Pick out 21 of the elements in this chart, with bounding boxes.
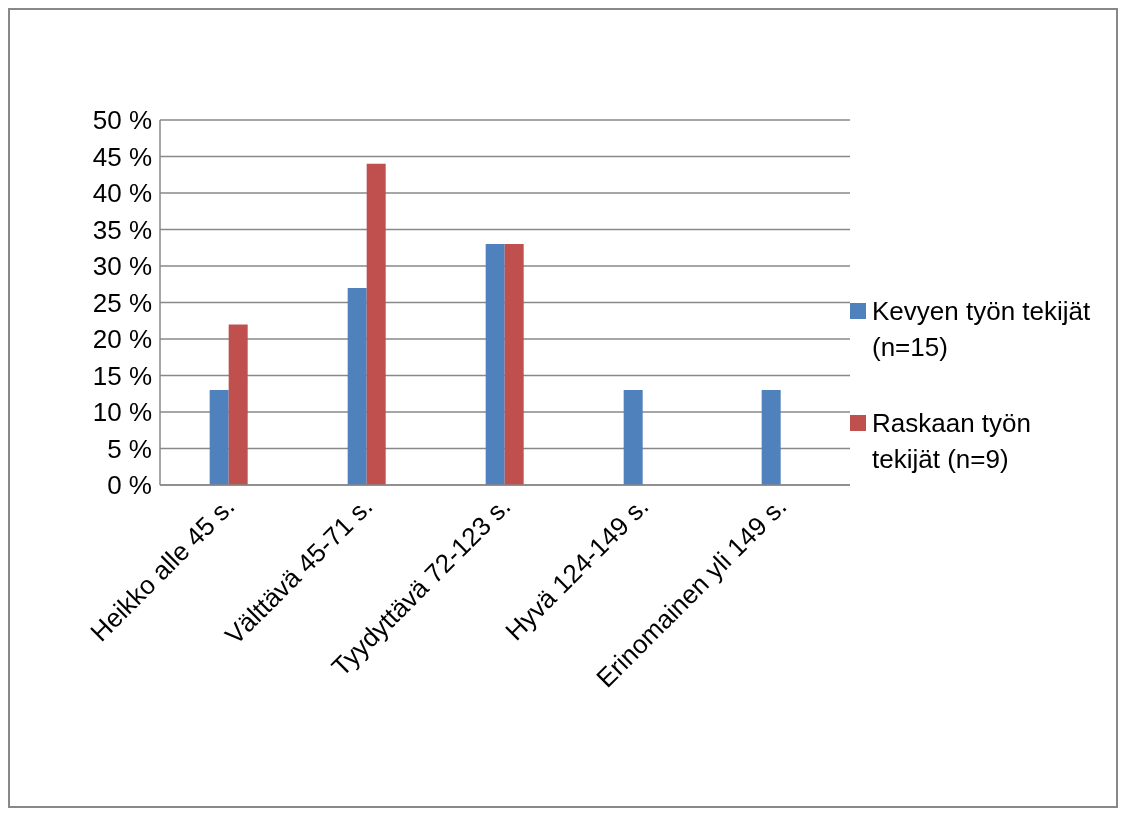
bar — [228, 324, 248, 485]
y-tick-label: 45 % — [92, 141, 152, 172]
bar — [504, 244, 524, 485]
y-tick-label: 15 % — [92, 360, 152, 391]
bar — [623, 390, 643, 485]
y-tick-label: 25 % — [92, 287, 152, 318]
y-tick-label: 5 % — [107, 433, 152, 464]
y-tick-label: 35 % — [92, 214, 152, 245]
y-tick-label: 0 % — [107, 470, 152, 501]
y-tick-label: 50 % — [92, 105, 152, 136]
bar — [366, 163, 386, 485]
bar — [209, 390, 229, 485]
legend-label: Raskaan työn tekijät (n=9) — [872, 407, 1032, 476]
y-tick-label: 10 % — [92, 397, 152, 428]
legend-label: Kevyen työn tekijät (n=15) — [872, 295, 1092, 364]
bar — [761, 390, 781, 485]
y-tick-label: 30 % — [92, 251, 152, 282]
y-tick-label: 40 % — [92, 178, 152, 209]
bar — [485, 244, 505, 485]
bar — [347, 287, 367, 485]
y-tick-label: 20 % — [92, 324, 152, 355]
